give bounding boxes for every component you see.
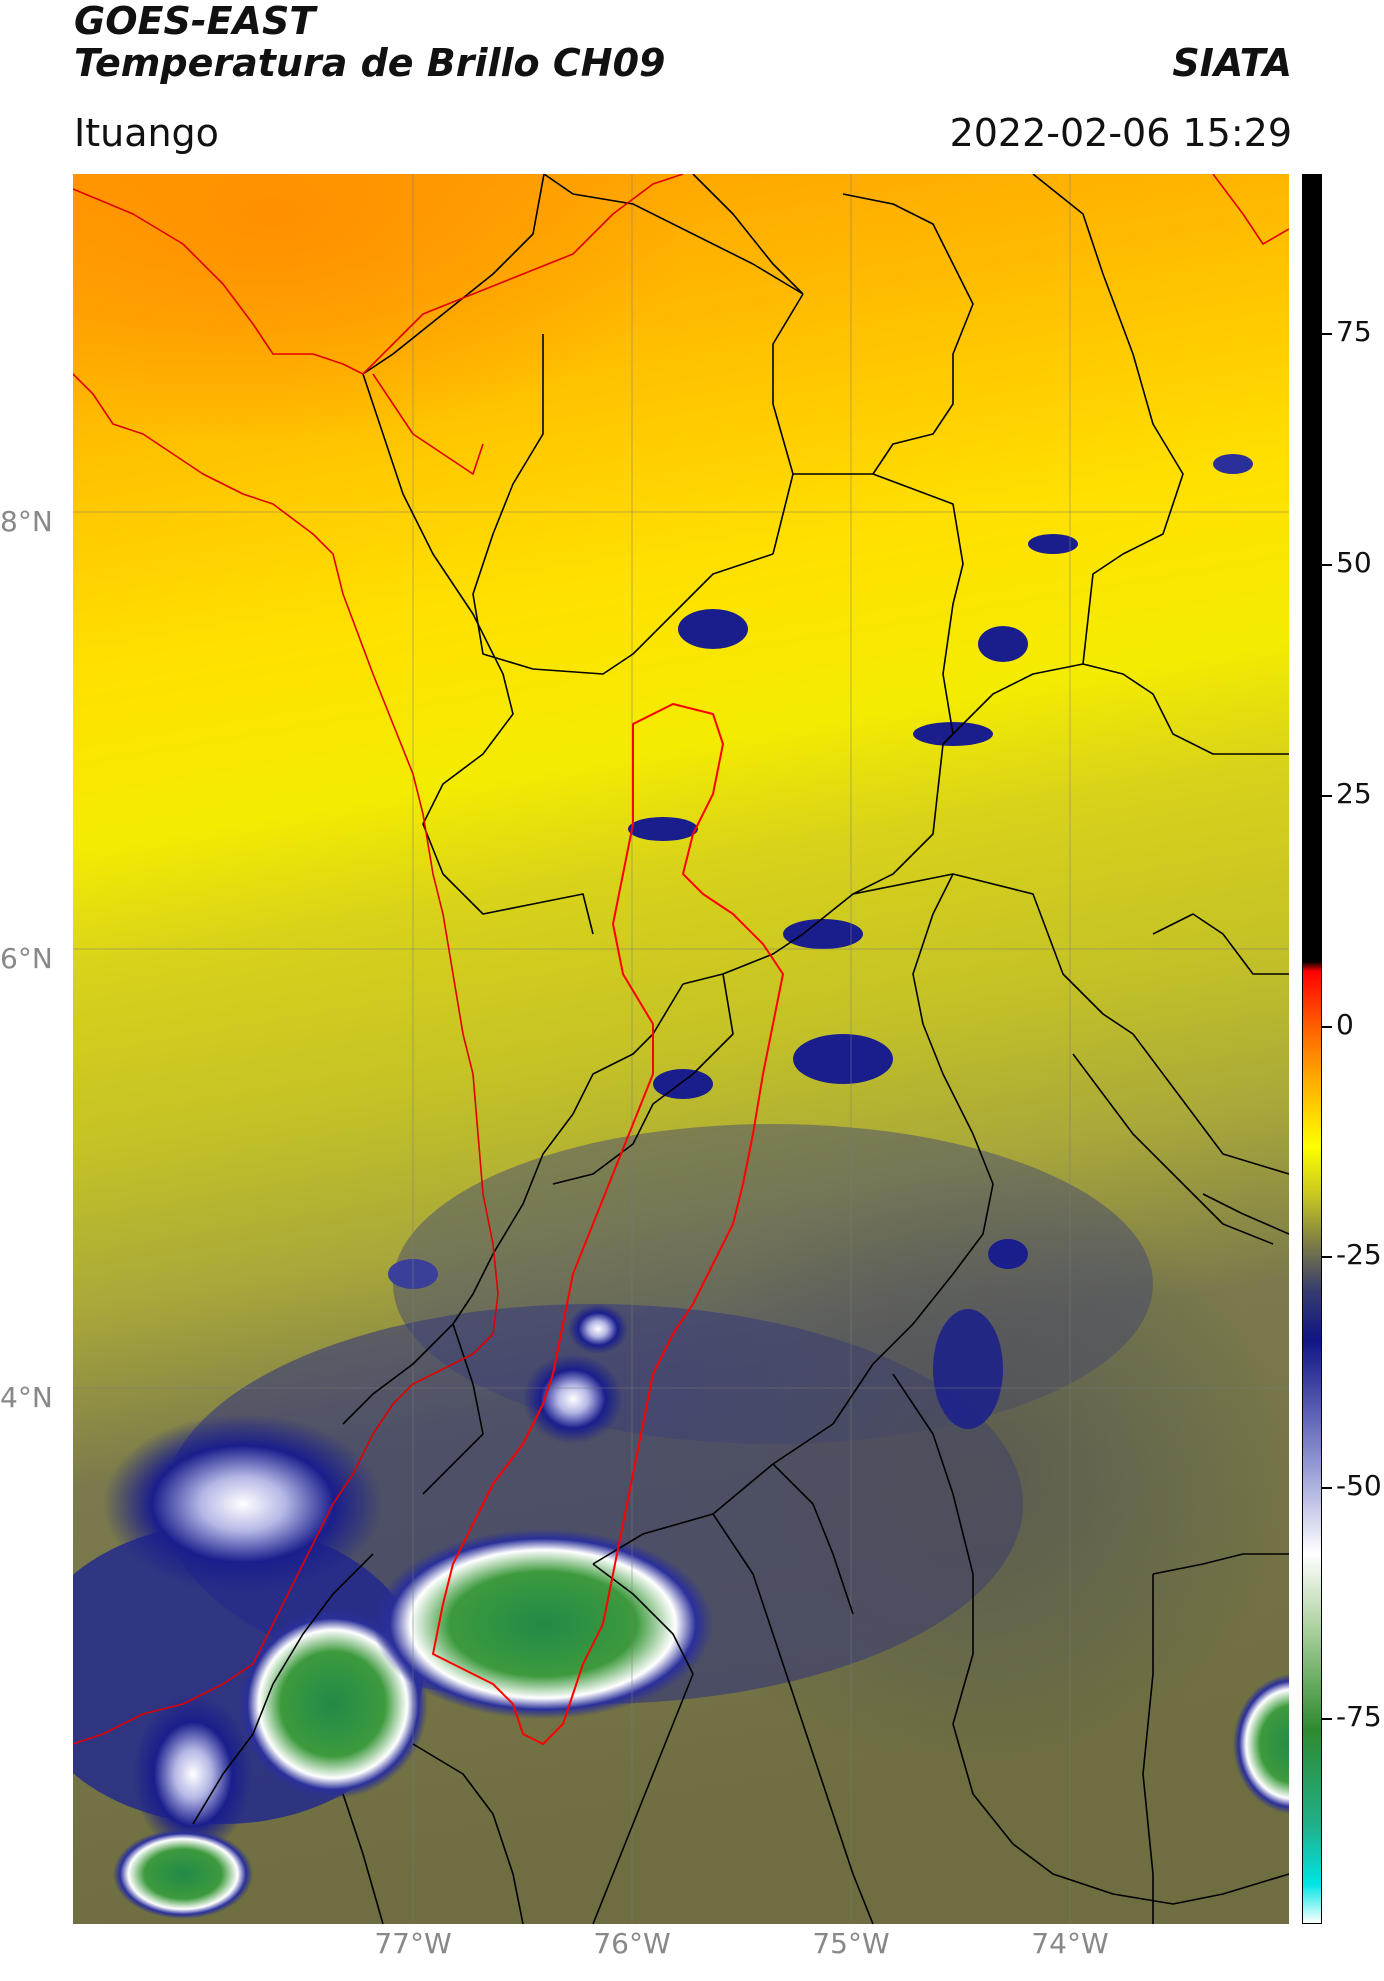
- lat-label-4n: 4°N: [0, 1381, 53, 1414]
- lon-label-75w: 75°W: [812, 1927, 890, 1960]
- cold-cloud-top: [373, 1529, 713, 1719]
- agency-name: SIATA: [1172, 41, 1292, 85]
- cloud-cell: [1213, 454, 1253, 474]
- cloud-cell: [933, 1309, 1003, 1429]
- lat-label-8n: 8°N: [0, 505, 53, 538]
- colorbar-label: -50: [1336, 1469, 1382, 1502]
- colorbar-label: -75: [1336, 1700, 1382, 1733]
- colorbar-tick: [1322, 1256, 1332, 1258]
- watershed-outline: [432, 703, 784, 1745]
- product-title: Temperatura de Brillo CH09: [74, 41, 666, 85]
- cloud-cell: [1028, 534, 1078, 554]
- lon-label-77w: 77°W: [374, 1927, 452, 1960]
- colorbar-tick: [1322, 1718, 1332, 1720]
- lat-label-6n: 6°N: [0, 942, 53, 975]
- region-label: Ituango: [74, 111, 219, 155]
- cold-cloud-top: [238, 1609, 428, 1799]
- cloud-core: [568, 1304, 628, 1354]
- dark-region: [653, 1174, 1289, 1774]
- cloud-core: [523, 1354, 623, 1444]
- warm-region: [73, 174, 693, 444]
- coastline: [73, 174, 1289, 1745]
- colorbar-tick: [1322, 333, 1332, 335]
- cloud-core: [103, 1414, 383, 1594]
- cloud-core: [133, 1694, 253, 1854]
- cloud-cell: [793, 1034, 893, 1084]
- cloud-cell: [783, 919, 863, 949]
- colorbar-tick: [1322, 1026, 1332, 1028]
- colorbar: [1302, 174, 1322, 1924]
- cloud-cell: [978, 626, 1028, 662]
- lon-label-74w: 74°W: [1031, 1927, 1109, 1960]
- graticule: [73, 174, 1289, 1924]
- cold-cloud-top: [1233, 1674, 1289, 1814]
- colorbar-label: 25: [1336, 777, 1372, 810]
- colorbar-tick: [1322, 795, 1332, 797]
- colorbar-tick: [1322, 564, 1332, 566]
- cloud-cell: [988, 1239, 1028, 1269]
- cold-cloud-top: [113, 1829, 253, 1919]
- cloud-cell: [678, 609, 748, 649]
- timestamp: 2022-02-06 15:29: [949, 111, 1292, 155]
- colorbar-label: 75: [1336, 315, 1372, 348]
- colorbar-label: -25: [1336, 1238, 1382, 1271]
- satellite-title: GOES-EAST: [74, 0, 316, 43]
- cloud-cell: [628, 817, 698, 841]
- lon-label-76w: 76°W: [593, 1927, 671, 1960]
- brightness-temperature-map: [73, 174, 1289, 1924]
- admin-borders: [192, 174, 1289, 1924]
- colorbar-tick: [1322, 1487, 1332, 1489]
- cloud-cell: [653, 1069, 713, 1099]
- colorbar-label: 50: [1336, 546, 1372, 579]
- colorbar-label: 0: [1336, 1008, 1354, 1041]
